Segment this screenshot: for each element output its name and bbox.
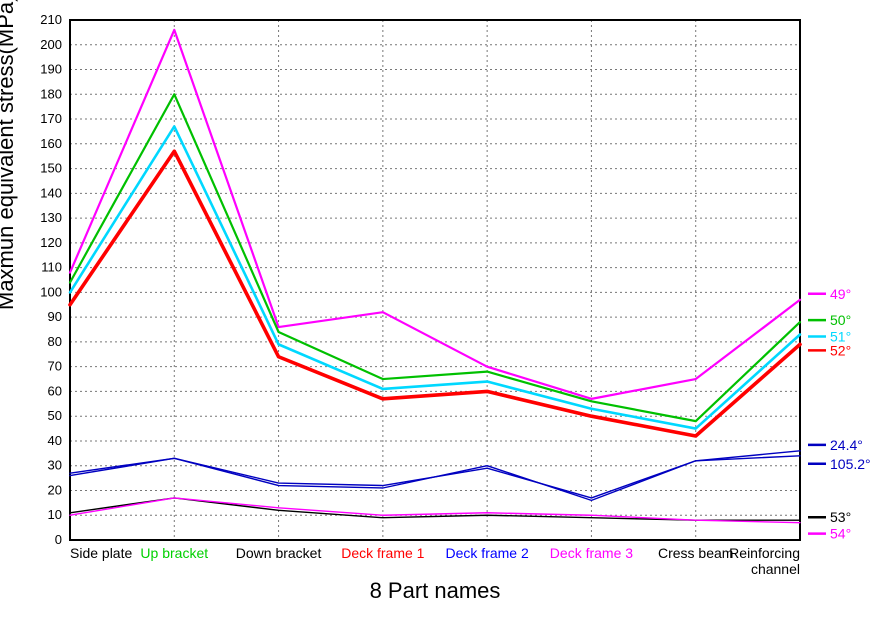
series-line — [70, 126, 800, 428]
legend-label: 24.4° — [830, 437, 863, 453]
y-tick-label: 20 — [48, 482, 62, 497]
y-tick-label: 130 — [40, 210, 62, 225]
x-tick-label-line2: channel — [751, 561, 800, 577]
chart-container: { "chart": { "type": "line", "width": 88… — [0, 0, 888, 621]
y-tick-label: 170 — [40, 111, 62, 126]
series-line — [70, 151, 800, 436]
y-tick-label: 30 — [48, 458, 62, 473]
series-line — [70, 498, 800, 523]
x-tick-label: Cress beam — [658, 545, 733, 561]
legend-label: 53° — [830, 509, 851, 525]
chart-svg: 0 10 20 30 40 50 60 70 80 90 100 110 120 130 140 150 160… — [0, 0, 888, 621]
y-tick-label: 140 — [40, 185, 62, 200]
legend-label: 105.2° — [830, 456, 871, 472]
x-tick-label: Down bracket — [236, 545, 322, 561]
y-tick-label: 190 — [40, 62, 62, 77]
y-tick-label: 160 — [40, 136, 62, 151]
y-tick-label: 180 — [40, 86, 62, 101]
y-tick-label: 90 — [48, 309, 62, 324]
y-tick-label: 10 — [48, 507, 62, 522]
x-tick-label: Side plate — [70, 545, 132, 561]
legend-label: 49° — [830, 286, 851, 302]
x-tick-label: Deck frame 1 — [341, 545, 424, 561]
y-tick-label: 210 — [40, 12, 62, 27]
y-tick-label: 60 — [48, 383, 62, 398]
y-tick-label: 150 — [40, 161, 62, 176]
x-tick-label: Reinforcing — [729, 545, 800, 561]
y-tick-label: 100 — [40, 284, 62, 299]
x-tick-label: Deck frame 2 — [446, 545, 529, 561]
series-line — [70, 498, 800, 520]
y-tick-label: 120 — [40, 235, 62, 250]
x-axis-title: 8 Part names — [370, 578, 501, 603]
y-tick-label: 70 — [48, 359, 62, 374]
legend-label: 54° — [830, 526, 851, 542]
y-tick-label: 110 — [41, 260, 62, 275]
legend-label: 50° — [830, 312, 851, 328]
y-tick-label: 200 — [40, 37, 62, 52]
y-tick-label: 0 — [55, 532, 62, 547]
y-tick-label: 40 — [48, 433, 62, 448]
y-tick-label: 80 — [48, 334, 62, 349]
legend-label: 52° — [830, 342, 851, 358]
y-tick-label: 50 — [48, 408, 62, 423]
x-tick-label: Up bracket — [140, 545, 208, 561]
x-tick-label: Deck frame 3 — [550, 545, 633, 561]
series-line — [70, 456, 800, 498]
series-line — [70, 30, 800, 399]
series-line — [70, 451, 800, 501]
